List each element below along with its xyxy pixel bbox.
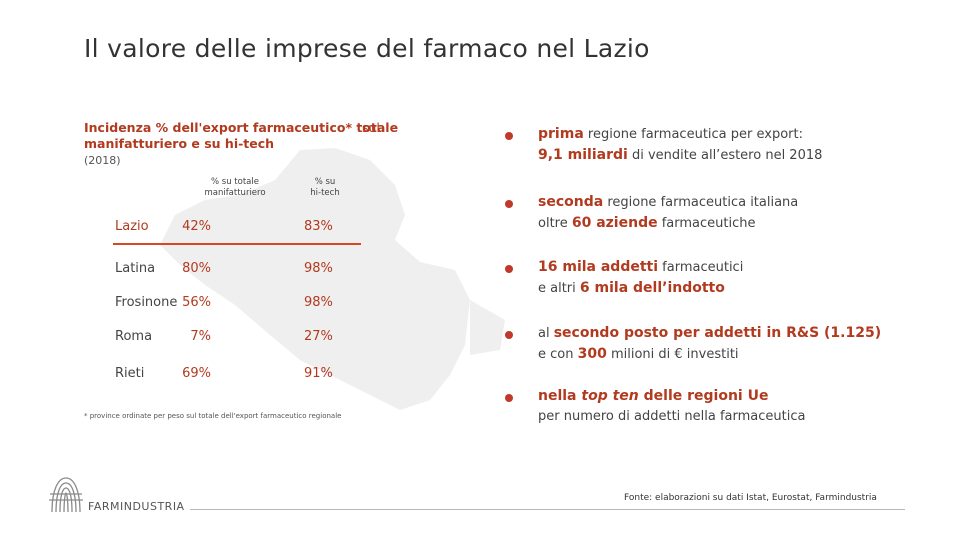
bullet-highlight: secondo posto per addetti in R&S (1.125): [553, 325, 882, 341]
bullet-dot: [505, 132, 513, 140]
col-header-hitech-b: hi-tech: [310, 188, 340, 198]
col-header-hitech: % su hi-tech: [295, 177, 355, 199]
row-hitech: 27%: [304, 329, 333, 344]
bullet-text: 16 mila addetti farmaceutici e altri 6 m…: [538, 257, 878, 299]
row-name: Roma: [115, 329, 153, 344]
bullet-body: farmaceutiche: [657, 216, 756, 231]
bullet-body: regione farmaceutica per export:: [583, 127, 803, 142]
bullet-text: seconda regione farmaceutica italiana ol…: [538, 192, 878, 234]
row-name: Rieti: [115, 366, 145, 381]
bullet-text: nella top ten delle regioni Ue per numer…: [538, 386, 878, 427]
bullet-body: farmaceutici: [658, 260, 744, 275]
logo-text: FARMINDUSTRIA: [88, 500, 185, 513]
col-header-manifatturiero: % su totale manifatturiero: [190, 177, 280, 199]
bullet-body: e altri: [538, 281, 580, 296]
row-hitech: 91%: [304, 366, 333, 381]
table-row: Roma 7% 27%: [115, 329, 365, 351]
page-title: Il valore delle imprese del farmaco nel …: [84, 34, 650, 63]
bullet-highlight: 300: [577, 346, 607, 362]
bullet-text: al secondo posto per addetti in R&S (1.1…: [538, 323, 882, 365]
row-separator: [113, 243, 361, 245]
row-hitech: 98%: [304, 261, 333, 276]
bullet-highlight: delle regioni Ue: [638, 388, 769, 404]
bullet-dot: [505, 200, 513, 208]
bullet-body: regione farmaceutica italiana: [603, 195, 799, 210]
table-row: Frosinone 56% 98%: [115, 295, 365, 317]
row-manifatturiero: 42%: [182, 219, 211, 234]
table-subtitle: Incidenza % dell'export farmaceutico* to…: [84, 120, 414, 152]
bullet-highlight: 6 mila dell’indotto: [579, 280, 725, 296]
row-name: Latina: [115, 261, 156, 276]
bullet-highlight: seconda: [538, 194, 604, 210]
row-hitech: 98%: [304, 295, 333, 310]
bullet-dot: [505, 265, 513, 273]
table-year: (2018): [84, 154, 121, 167]
row-name: Frosinone: [115, 295, 178, 310]
bullet-body: e con: [538, 347, 578, 362]
row-hitech: 83%: [304, 219, 333, 234]
farmindustria-logo-icon: [49, 477, 83, 513]
row-manifatturiero: 56%: [182, 295, 211, 310]
bullet-highlight: 16 mila addetti: [538, 259, 659, 275]
subtitle-text: Incidenza % dell'export farmaceutico* to…: [84, 120, 399, 151]
bullet-body: oltre: [538, 216, 572, 231]
row-manifatturiero: 80%: [182, 261, 211, 276]
bullet-highlight: prima: [538, 126, 584, 142]
bullet-body: al: [538, 326, 554, 341]
table-footnote: * province ordinate per peso sul totale …: [84, 412, 342, 420]
row-manifatturiero: 69%: [182, 366, 211, 381]
row-name: Lazio: [115, 219, 149, 234]
table-row: Rieti 69% 91%: [115, 366, 365, 388]
bullet-highlight: nella: [538, 388, 582, 404]
bullet-body: di vendite all’estero nel 2018: [627, 148, 823, 163]
row-manifatturiero: 7%: [190, 329, 211, 344]
bullet-highlight-italic: top ten: [581, 388, 639, 404]
footer-rule: [190, 509, 905, 510]
bullet-highlight: 60 aziende: [571, 215, 658, 231]
table-row: Latina 80% 98%: [115, 261, 365, 283]
bullet-dot: [505, 394, 513, 402]
col-header-hitech-a: % su: [314, 177, 336, 187]
col-header-manifatturiero-b: manifatturiero: [204, 188, 266, 198]
subtitle-sul: sul: [362, 120, 380, 135]
bullet-body: per numero di addetti nella farmaceutica: [538, 409, 806, 424]
bullet-text: prima regione farmaceutica per export: 9…: [538, 124, 878, 166]
bullet-highlight: 9,1 miliardi: [538, 147, 628, 163]
col-header-manifatturiero-a: % su totale: [211, 177, 259, 187]
source-note: Fonte: elaborazioni su dati Istat, Euros…: [624, 493, 877, 503]
bullet-body: milioni di € investiti: [606, 347, 739, 362]
bullet-dot: [505, 331, 513, 339]
table-row: Lazio 42% 83%: [115, 219, 365, 241]
